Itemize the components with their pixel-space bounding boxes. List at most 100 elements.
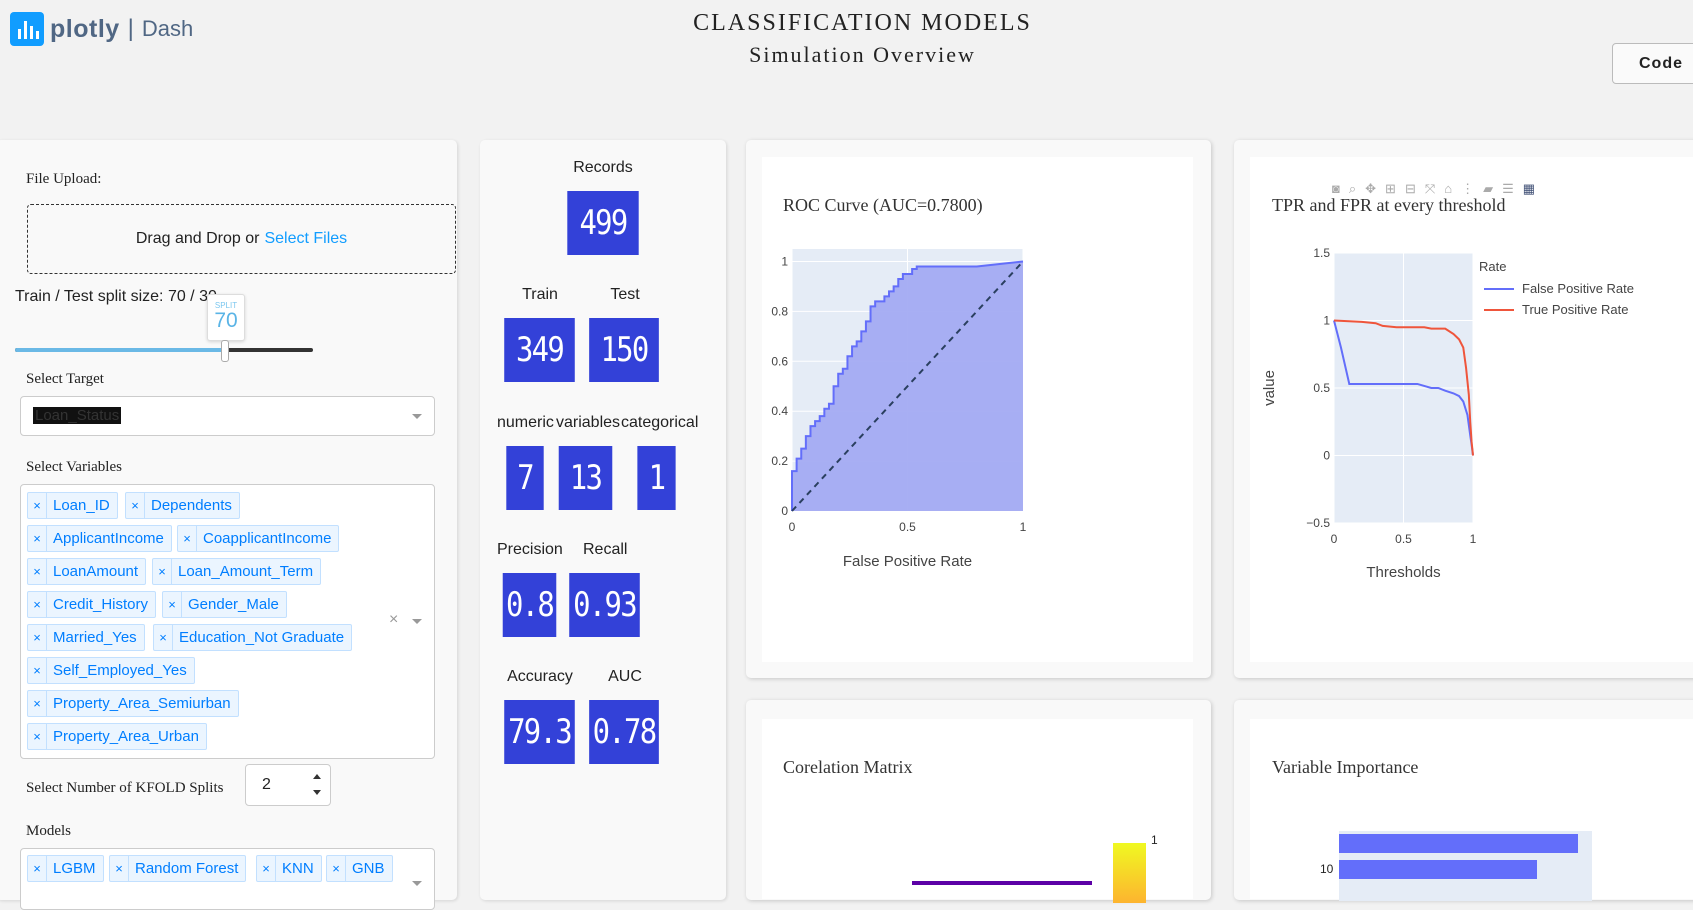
roc-xaxis-label: False Positive Rate	[843, 553, 972, 570]
file-upload-dropzone[interactable]: Drag and Drop or Select Files	[27, 204, 456, 274]
remove-chip-icon[interactable]: ×	[178, 526, 197, 551]
plotly-logo-icon[interactable]: ▦	[1522, 181, 1536, 196]
page-title: CLASSIFICATION MODELS	[693, 10, 1032, 36]
remove-chip-icon[interactable]: ×	[154, 625, 173, 650]
chevron-down-icon[interactable]	[412, 414, 422, 419]
clear-all-icon[interactable]: ×	[389, 611, 399, 628]
chip-property-area-semiurban: × Property_Area_Semiurban	[27, 690, 239, 717]
remove-chip-icon[interactable]: ×	[28, 724, 47, 749]
colorbar-max-label: 1	[1151, 833, 1158, 847]
split-value-tooltip: SPLIT 70	[207, 294, 245, 341]
roc-xtick-label: 0	[789, 520, 796, 534]
increment-arrow-icon[interactable]	[313, 774, 321, 779]
code-button[interactable]: Code	[1612, 43, 1693, 84]
importance-chart[interactable]: Variable Importance 10	[1250, 719, 1693, 901]
variables-display: 13	[558, 446, 613, 510]
remove-chip-icon[interactable]: ×	[257, 856, 276, 881]
roc-xtick-label: 1	[1020, 520, 1027, 534]
select-variables-label: Select Variables	[26, 459, 122, 475]
records-label: Records	[573, 159, 633, 176]
select-files-link[interactable]: Select Files	[264, 230, 348, 247]
legend-title: Rate	[1479, 259, 1506, 274]
remove-chip-icon[interactable]: ×	[28, 526, 47, 551]
accuracy-label: Accuracy	[507, 668, 573, 685]
threshold-xtick-label: 0	[1331, 532, 1338, 546]
remove-chip-icon[interactable]: ×	[28, 856, 47, 881]
threshold-yaxis-label: value	[1261, 370, 1278, 406]
remove-chip-icon[interactable]: ×	[110, 856, 129, 881]
remove-chip-icon[interactable]: ×	[28, 559, 47, 584]
test-display: 150	[589, 318, 659, 382]
roc-curve-line	[791, 260, 1024, 511]
chip-lgbm: × LGBM	[27, 855, 104, 882]
remove-chip-icon[interactable]: ×	[28, 493, 47, 518]
remove-chip-icon[interactable]: ×	[28, 691, 47, 716]
split-slider[interactable]	[15, 340, 313, 362]
target-selected-value: Loan_Status	[33, 407, 122, 424]
threshold-xtick-label: 0.5	[1395, 532, 1412, 546]
correlation-chart[interactable]: Corelation Matrix 1	[762, 719, 1193, 903]
stats-panel	[480, 140, 726, 900]
variables-multiselect[interactable]: × Loan_ID × Dependents × ApplicantIncome × C…	[20, 484, 435, 759]
kfold-input[interactable]: 2	[245, 764, 331, 806]
hover-compare-icon[interactable]: ☰	[1502, 181, 1514, 196]
precision-label: Precision	[497, 541, 563, 558]
threshold-chart[interactable]: TPR and FPR at every threshold 0 0.5 1 −0.5…	[1250, 157, 1693, 662]
models-multiselect[interactable]: × LGBM × Random Forest × KNN × GNB	[20, 848, 435, 910]
remove-chip-icon[interactable]: ×	[28, 625, 47, 650]
page-subtitle: Simulation Overview	[749, 42, 976, 67]
autoscale-icon[interactable]: ⤧	[1424, 181, 1436, 196]
spike-lines-icon[interactable]: ⋮	[1461, 181, 1475, 196]
zoom-icon[interactable]: ⌕	[1348, 181, 1357, 196]
chevron-down-icon[interactable]	[412, 619, 422, 624]
threshold-ytick-label: −0.5	[1306, 516, 1330, 530]
chip-credit-history: × Credit_History	[27, 591, 157, 618]
legend-item-label: False Positive Rate	[1522, 281, 1634, 296]
target-dropdown[interactable]: Loan_Status	[20, 396, 435, 436]
legend-item-label: True Positive Rate	[1522, 302, 1628, 317]
decrement-arrow-icon[interactable]	[313, 790, 321, 795]
split-slider-fill	[15, 348, 224, 352]
roc-chart[interactable]: ROC Curve (AUC=0.7800) 0 0.5 1 0 0.2 0.4 0.6 0.…	[762, 157, 1193, 662]
roc-xtick-label: 0.5	[899, 520, 916, 534]
roc-ytick-label: 0.8	[771, 304, 788, 318]
threshold-ytick-label: 1.5	[1313, 246, 1330, 260]
chip-gender-male: × Gender_Male	[162, 591, 287, 618]
roc-ytick-label: 0.2	[771, 454, 788, 468]
select-target-label: Select Target	[26, 371, 104, 387]
camera-icon[interactable]: ◙	[1332, 181, 1340, 196]
kfold-label: Select Number of KFOLD Splits	[26, 780, 224, 796]
remove-chip-icon[interactable]: ×	[28, 658, 47, 683]
home-icon[interactable]: ⌂	[1444, 181, 1453, 196]
correlation-chart-title: Corelation Matrix	[783, 757, 913, 777]
roc-ytick-label: 1	[781, 254, 788, 268]
remove-chip-icon[interactable]: ×	[163, 592, 182, 617]
upload-text: Drag and Drop or	[135, 230, 260, 247]
chevron-down-icon[interactable]	[412, 881, 422, 886]
remove-chip-icon[interactable]: ×	[327, 856, 346, 881]
chip-coapplicantincome: × CoapplicantIncome	[177, 525, 340, 552]
remove-chip-icon[interactable]: ×	[126, 493, 145, 518]
brand-separator: |	[127, 15, 134, 42]
chip-loanamount: × LoanAmount	[27, 558, 147, 585]
zoom-in-icon[interactable]: ⊞	[1385, 181, 1396, 196]
file-upload-label: File Upload:	[26, 171, 102, 187]
split-badge-label: SPLIT	[214, 301, 238, 310]
roc-ytick-label: 0	[781, 504, 788, 518]
threshold-ytick-label: 0	[1323, 449, 1330, 463]
importance-ytick: 10	[1320, 862, 1334, 876]
importance-bar	[1339, 860, 1537, 879]
plot-modebar: ◙ ⌕ ✥ ⊞ ⊟ ⤧ ⌂ ⋮ ▰ ☰ ▦	[1332, 181, 1535, 197]
threshold-xaxis-label: Thresholds	[1366, 564, 1440, 581]
recall-label: Recall	[583, 541, 628, 558]
hover-closest-icon[interactable]: ▰	[1483, 181, 1494, 196]
chip-gnb: × GNB	[326, 855, 393, 882]
chip-self-employed-yes: × Self_Employed_Yes	[27, 657, 195, 684]
threshold-series-line	[1333, 319, 1474, 456]
pan-icon[interactable]: ✥	[1365, 181, 1377, 196]
remove-chip-icon[interactable]: ×	[153, 559, 172, 584]
split-slider-handle[interactable]	[220, 340, 229, 362]
remove-chip-icon[interactable]: ×	[28, 592, 47, 617]
zoom-out-icon[interactable]: ⊟	[1404, 181, 1416, 196]
